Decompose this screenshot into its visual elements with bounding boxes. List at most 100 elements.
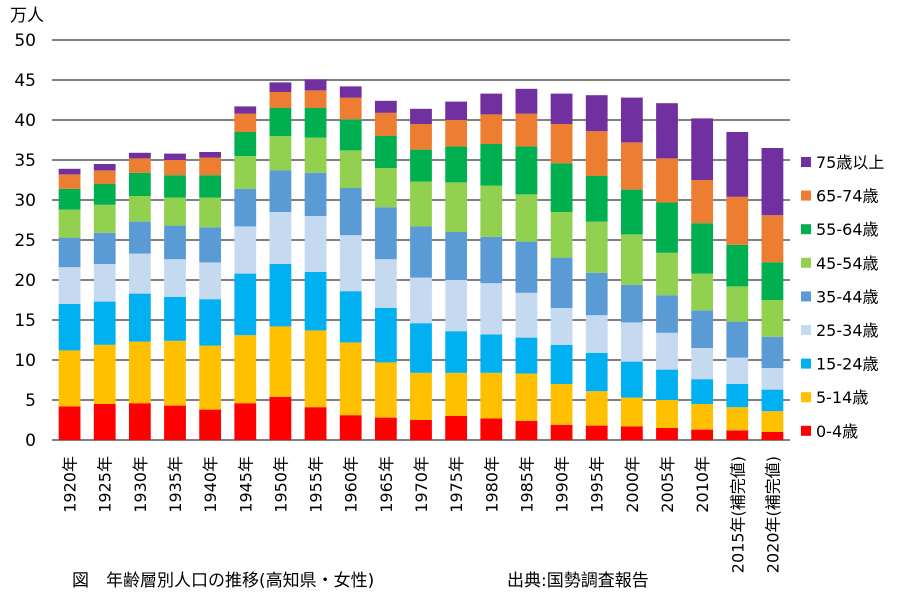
bar-segment — [164, 405, 186, 440]
bar-segment — [585, 131, 608, 176]
bar-segment — [620, 322, 643, 362]
x-tick-label: 1995年 — [588, 456, 607, 513]
bar-segment — [691, 310, 714, 348]
bar-segment — [58, 209, 81, 238]
bar-segment — [726, 196, 749, 245]
bar-segment — [515, 194, 538, 242]
bar-segment — [339, 291, 362, 343]
bar-segment — [339, 119, 362, 151]
y-tick-label: 0 — [25, 431, 36, 451]
bar-segment — [550, 124, 573, 164]
x-tick-label: 1975年 — [447, 456, 466, 513]
bar-segment — [234, 156, 257, 189]
x-tick-label: 1960年 — [342, 456, 361, 513]
bar-segment — [234, 335, 257, 404]
bar-segment — [304, 407, 327, 440]
bar-segment — [691, 348, 714, 380]
bar-segment — [269, 396, 292, 440]
y-tick-label: 50 — [14, 31, 36, 51]
bar-segment — [585, 95, 608, 132]
x-tick-label: 1990年 — [553, 456, 572, 513]
x-tick-label: 1925年 — [96, 456, 115, 513]
bar-segment — [656, 158, 678, 203]
x-tick-label: 2010年 — [693, 456, 712, 513]
bar-segment — [339, 150, 362, 188]
bar-segment — [164, 259, 186, 297]
x-tick-label: 1970年 — [412, 456, 431, 513]
bar-segment — [620, 97, 643, 143]
bar-segment — [585, 272, 608, 316]
bar-segment — [58, 237, 81, 268]
bar-segment — [480, 334, 503, 373]
bar-segment — [58, 168, 81, 175]
y-tick-label: 40 — [14, 111, 36, 131]
bar-segment — [199, 157, 222, 176]
bar-segment — [234, 188, 257, 227]
bar-segment — [339, 342, 362, 416]
bar-segment — [93, 184, 116, 205]
bar-segment — [620, 234, 643, 285]
bar-segment — [199, 409, 222, 440]
y-tick-label: 35 — [14, 151, 36, 171]
bar-segment — [480, 114, 503, 144]
bar-segment — [410, 420, 432, 440]
bar-segment — [480, 372, 503, 419]
bar-segment — [164, 160, 186, 176]
bar-segment — [128, 293, 151, 342]
legend-swatch — [801, 425, 811, 436]
bar-segment — [128, 152, 151, 159]
bar-segment — [761, 432, 784, 440]
bar-segment — [199, 152, 222, 158]
bar-segment — [656, 400, 678, 428]
bar-segment — [339, 188, 362, 236]
bar-segment — [515, 241, 538, 293]
bar-segment — [374, 362, 397, 418]
legend-swatch — [801, 291, 811, 302]
bar-segment — [234, 132, 257, 156]
bar-segment — [445, 120, 468, 147]
y-tick-label: 20 — [14, 271, 36, 291]
bar-segment — [304, 108, 327, 138]
bar-segment — [691, 429, 714, 440]
legend-label: 5-14歳 — [816, 388, 868, 407]
bar-segment — [585, 221, 608, 273]
bar-segment — [585, 176, 608, 222]
bar-segment — [164, 340, 186, 406]
bar-segment — [445, 331, 468, 373]
bar-segment — [374, 168, 397, 208]
legend-label: 35-44歳 — [816, 287, 879, 306]
bar-segment — [339, 235, 362, 292]
legend-swatch — [801, 392, 811, 403]
x-tick-label: 1985年 — [517, 456, 536, 513]
bar-segment — [234, 113, 257, 132]
bar-segment — [445, 101, 468, 120]
bar-segment — [761, 300, 784, 337]
bar-segment — [58, 174, 81, 189]
bar-segment — [234, 403, 257, 440]
bar-segment — [339, 97, 362, 120]
legend-swatch — [801, 157, 811, 167]
bar-segment — [656, 332, 678, 370]
bar-segment — [585, 352, 608, 392]
figure-caption: 図 年齢層別人口の推移(高知県・女性) — [72, 571, 375, 591]
bar-segment — [304, 137, 327, 173]
bar-segment — [164, 153, 186, 160]
source-note: 出典:国勢調査報告 — [507, 571, 649, 591]
legend-swatch — [801, 190, 811, 201]
bar-segment — [515, 113, 538, 147]
x-tick-label: 2005年 — [658, 456, 677, 513]
bar-segment — [58, 304, 81, 351]
bar-segment — [128, 403, 151, 440]
bar-segment — [726, 286, 749, 322]
bar-segment — [761, 368, 784, 390]
bar-segment — [550, 384, 573, 425]
bar-segment — [691, 379, 714, 404]
bar-segment — [480, 418, 503, 440]
bar-segment — [550, 212, 573, 258]
bar-segment — [374, 207, 397, 260]
bar-segment — [445, 416, 468, 440]
x-tick-label: 2015年(補完値) — [728, 456, 747, 573]
bar-segment — [410, 372, 432, 420]
bar-segment — [374, 112, 397, 136]
